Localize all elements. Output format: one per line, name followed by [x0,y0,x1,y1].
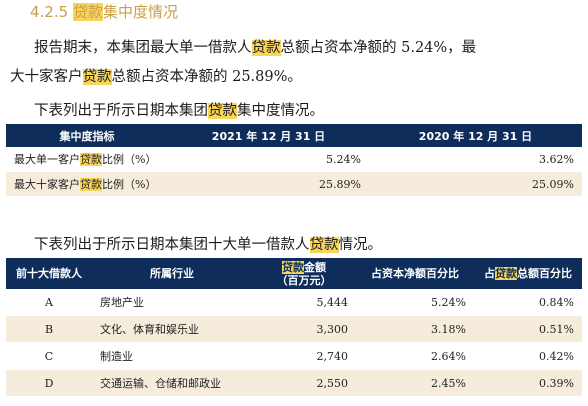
header-ratio-net: 占资本净额百分比 [356,258,474,289]
value-2021: 5.24% [168,147,369,172]
row-label: 最大十家客户贷款比例（%） [6,171,168,197]
borrower-cell: B [6,315,92,343]
ratio-net-cell: 2.45% [356,369,474,397]
paragraph-1: 报告期末，本集团最大单一借款人贷款总额占资本净额的 5.24%，最 [34,36,582,57]
industry-cell: 房地产业 [92,289,252,316]
header-2021: 2021 年 12 月 31 日 [168,124,369,147]
table-header-row: 前十大借款人 所属行业 贷款金额 （百万元） 占资本净额百分比 占贷款总额百分比 [6,258,582,289]
amount-cell: 3,300 [252,315,356,343]
table-row: 最大单一客户贷款比例（%） 5.24% 3.62% [6,147,582,172]
header-ratio-loan: 占贷款总额百分比 [474,258,582,289]
amount-cell: 2,740 [252,342,356,370]
industry-cell: 交通运输、仓储和邮政业 [92,369,252,397]
paragraph-2: 大十家客户贷款总额占资本净额的 25.89%。 [10,65,582,86]
amount-cell: 5,444 [252,289,356,316]
header-indicator: 集中度指标 [6,124,168,147]
ratio-net-cell: 3.18% [356,315,474,343]
section-number: 4.2.5 [30,3,69,21]
paragraph-3-highlight: 贷款 [208,103,237,119]
header-2020: 2020 年 12 月 31 日 [369,124,582,147]
table-row: A 房地产业 5,444 5.24% 0.84% [6,289,582,316]
paragraph-3-text-a: 下表列出于所示日期本集团 [34,103,208,119]
paragraph-4-highlight: 贷款 [309,237,339,253]
header-borrower: 前十大借款人 [6,258,92,289]
table-row: 最大十家客户贷款比例（%） 25.89% 25.09% [6,171,582,197]
ratio-net-cell: 5.24% [356,289,474,316]
table-row: B 文化、体育和娱乐业 3,300 3.18% 0.51% [6,315,582,343]
industry-cell: 文化、体育和娱乐业 [92,315,252,343]
section-title-text: 集中度情况 [102,3,178,21]
paragraph-2-highlight: 贷款 [82,69,112,85]
table-header-row: 集中度指标 2021 年 12 月 31 日 2020 年 12 月 31 日 [6,124,582,147]
paragraph-2-text-a: 大十家客户 [10,69,83,85]
industry-cell: 制造业 [92,342,252,370]
ratio-loan-cell: 0.84% [474,289,582,316]
paragraph-4-text-b: 情况。 [338,237,383,253]
value-2021: 25.89% [168,171,369,197]
table-row: C 制造业 2,740 2.64% 0.42% [6,342,582,370]
ratio-loan-cell: 0.42% [474,342,582,370]
paragraph-4-text-a: 下表列出于所示日期本集团十大单一借款人 [34,237,310,253]
concentration-table: 集中度指标 2021 年 12 月 31 日 2020 年 12 月 31 日 … [6,124,582,197]
top-borrowers-table: 前十大借款人 所属行业 贷款金额 （百万元） 占资本净额百分比 占贷款总额百分比 … [6,258,582,397]
amount-cell: 2,550 [252,369,356,397]
paragraph-2-text-b: 总额占资本净额的 25.89%。 [111,69,302,85]
ratio-loan-cell: 0.39% [474,369,582,397]
ratio-net-cell: 2.64% [356,342,474,370]
header-amount: 贷款金额 （百万元） [252,258,356,289]
paragraph-3-text-b: 集中度情况。 [237,103,324,119]
paragraph-1-highlight: 贷款 [251,40,281,56]
header-industry: 所属行业 [92,258,252,289]
paragraph-4: 下表列出于所示日期本集团十大单一借款人贷款情况。 [34,233,582,254]
value-2020: 25.09% [369,171,582,197]
table-row: D 交通运输、仓储和邮政业 2,550 2.45% 0.39% [6,369,582,397]
value-2020: 3.62% [369,147,582,172]
section-title-highlight: 贷款 [72,3,103,21]
paragraph-1-text-b: 总额占资本净额的 5.24%，最 [280,40,477,56]
paragraph-3: 下表列出于所示日期本集团贷款集中度情况。 [34,99,582,120]
borrower-cell: D [6,369,92,397]
row-label: 最大单一客户贷款比例（%） [6,147,168,172]
borrower-cell: A [6,289,92,316]
borrower-cell: C [6,342,92,370]
ratio-loan-cell: 0.51% [474,315,582,343]
paragraph-1-text-a: 报告期末，本集团最大单一借款人 [34,40,252,56]
section-title: 4.2.5 贷款集中度情况 [30,1,178,25]
